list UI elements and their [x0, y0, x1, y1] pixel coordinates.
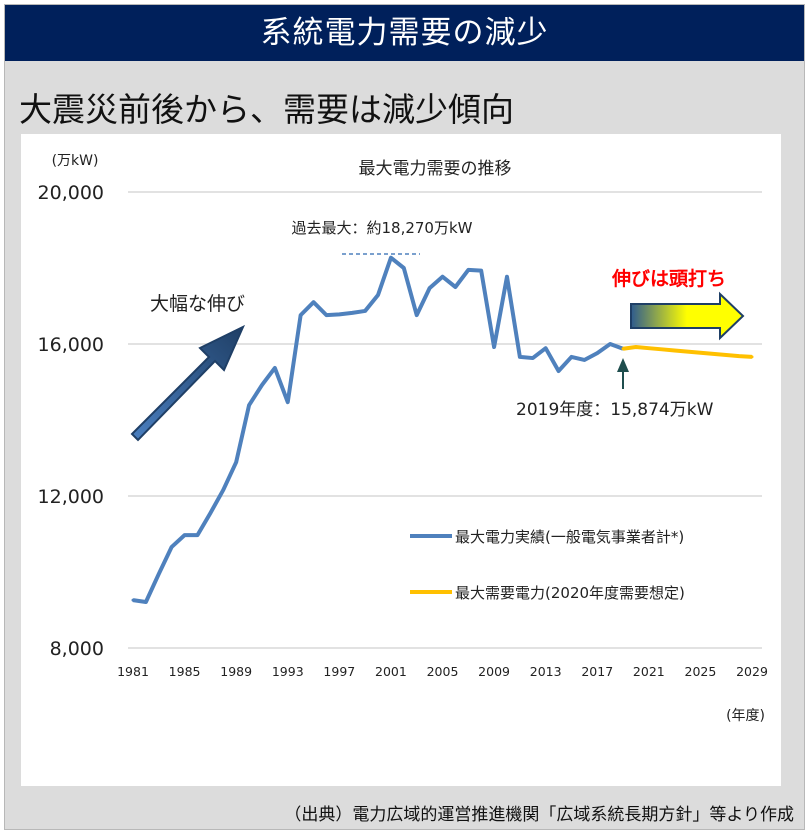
data-point [350, 311, 354, 315]
data-point [698, 351, 702, 355]
data-point [673, 348, 677, 352]
x-tick-label: 2021 [633, 664, 665, 679]
slide-subtitle: 大震災前後から、需要は減少傾向 [19, 90, 514, 129]
data-point [724, 353, 728, 357]
data-point [505, 275, 509, 279]
slide-header: 系統電力需要の減少 [5, 5, 804, 61]
data-point [260, 383, 264, 387]
data-point [273, 366, 277, 370]
data-point [376, 293, 380, 297]
y-tick-labels: 8,000 12,000 16,000 20,000 [38, 182, 104, 660]
x-tick-label: 1989 [220, 664, 252, 679]
data-point [312, 300, 316, 304]
data-point [479, 269, 483, 273]
x-tick-label: 2005 [427, 664, 459, 679]
legend: 最大電力実績(一般電気事業者計*) 最大需要電力(2020年度需要想定) [410, 528, 685, 602]
data-point [492, 345, 496, 349]
y-tick-label: 12,000 [38, 486, 104, 508]
x-tick-label: 2001 [375, 664, 407, 679]
legend-label: 最大電力実績(一般電気事業者計*) [455, 528, 684, 546]
data-point [247, 403, 251, 407]
data-point [569, 355, 573, 359]
data-point [337, 312, 341, 316]
x-tick-label: 2013 [530, 664, 562, 679]
data-point [428, 286, 432, 290]
x-tick-label: 2025 [685, 664, 717, 679]
peak-annotation: 過去最大：約18,270万kW [291, 219, 472, 237]
data-point [711, 352, 715, 356]
y-axis-unit: (万kW) [52, 153, 99, 169]
growth-annotation: 大幅な伸び [150, 293, 245, 315]
chart-panel [21, 134, 781, 786]
plateau-annotation: 伸びは頭打ち [611, 267, 726, 290]
data-point [595, 351, 599, 355]
data-point [286, 400, 290, 404]
x-tick-label: 1997 [323, 664, 355, 679]
data-point [402, 266, 406, 270]
data-point [660, 347, 664, 351]
data-point [221, 488, 225, 492]
latest-pointer-arrow-icon [617, 358, 629, 389]
data-point [531, 356, 535, 360]
growth-arrow-icon [130, 324, 246, 442]
y-tick-label: 20,000 [38, 182, 104, 204]
data-point [557, 369, 561, 373]
x-tick-label: 1985 [169, 664, 201, 679]
source-note: （出典）電力広域的運営推進機関「広域系統長期方針」等より作成 [284, 805, 794, 825]
data-point [582, 358, 586, 362]
data-point [389, 256, 393, 260]
y-tick-label: 16,000 [38, 334, 104, 356]
data-point [634, 345, 638, 349]
data-point [621, 347, 625, 351]
chart-title: 最大電力需要の推移 [359, 159, 512, 179]
data-point [544, 346, 548, 350]
data-point [170, 545, 174, 549]
data-point [737, 354, 741, 358]
data-point [466, 268, 470, 272]
x-tick-label: 1993 [272, 664, 304, 679]
data-point [608, 342, 612, 346]
x-tick-label: 2017 [581, 664, 613, 679]
plateau-arrow-icon [630, 291, 745, 341]
x-tick-label: 2029 [736, 664, 768, 679]
data-point [183, 533, 187, 537]
data-point [750, 355, 754, 359]
data-point [415, 313, 419, 317]
legend-label: 最大需要電力(2020年度需要想定) [455, 584, 685, 602]
data-point [647, 346, 651, 350]
x-axis-unit: (年度) [726, 708, 765, 724]
data-point [157, 572, 161, 576]
data-point [324, 313, 328, 317]
data-point [208, 511, 212, 515]
data-point [441, 275, 444, 279]
gridlines [128, 191, 762, 649]
latest-annotation: 2019年度：15,874万kW [516, 400, 714, 420]
data-point [299, 313, 303, 317]
x-tick-label: 2009 [478, 664, 510, 679]
data-point [518, 355, 522, 359]
data-point [131, 598, 135, 602]
data-point [686, 350, 690, 354]
y-tick-label: 8,000 [50, 638, 104, 660]
data-point [363, 309, 367, 313]
data-point [234, 460, 238, 464]
data-point [453, 285, 457, 289]
x-tick-labels: 1981 1985 1989 1993 1997 2001 2005 2009 2013 2017… [117, 664, 768, 679]
data-point [144, 600, 148, 604]
x-tick-label: 1981 [117, 664, 149, 679]
data-point [195, 533, 199, 537]
